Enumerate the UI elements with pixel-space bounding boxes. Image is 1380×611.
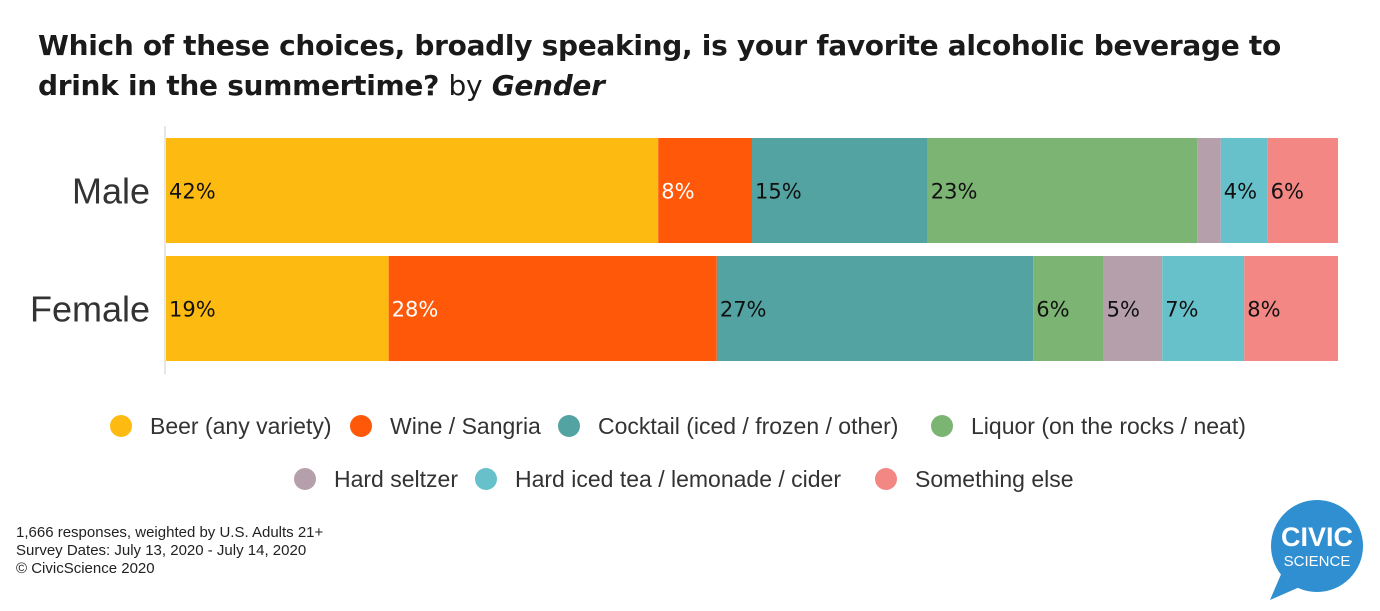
bar-male-series-5 <box>1220 138 1268 243</box>
data-label-female-series-6: 8% <box>1247 298 1280 322</box>
footer-copyright: © CivicScience 2020 <box>16 560 155 577</box>
legend-label-3: Liquor (on the rocks / neat) <box>971 413 1246 439</box>
legend-swatch-0 <box>110 415 132 437</box>
logo-text-science: SCIENCE <box>1284 553 1351 570</box>
footer-notes: 1,666 responses, weighted by U.S. Adults… <box>16 524 323 578</box>
footer-responses: 1,666 responses, weighted by U.S. Adults… <box>16 524 324 541</box>
data-label-female-series-4: 5% <box>1107 298 1140 322</box>
legend-swatch-5 <box>475 468 497 490</box>
bar-male-series-1 <box>658 138 752 243</box>
bar-female-series-1 <box>388 256 717 361</box>
logo-text-civic: CIVIC <box>1281 522 1353 552</box>
legend-swatch-4 <box>294 468 316 490</box>
bar-male-series-4 <box>1197 138 1221 243</box>
legend-swatch-6 <box>875 468 897 490</box>
legend-swatch-1 <box>350 415 372 437</box>
category-label-male: Male <box>72 171 150 212</box>
bar-male-series-6 <box>1267 138 1338 243</box>
data-label-male-series-6: 6% <box>1271 180 1304 204</box>
civicscience-logo: CIVIC SCIENCE <box>1270 500 1363 600</box>
legend-label-5: Hard iced tea / lemonade / cider <box>515 466 841 492</box>
category-label-female: Female <box>30 289 150 330</box>
bar-female-series-5 <box>1162 256 1245 361</box>
data-label-female-series-3: 6% <box>1036 298 1069 322</box>
bar-female-series-2 <box>716 256 1034 361</box>
footer-dates: Survey Dates: July 13, 2020 - July 14, 2… <box>16 542 307 559</box>
legend-label-2: Cocktail (iced / frozen / other) <box>598 413 898 439</box>
legend-swatch-3 <box>931 415 953 437</box>
bar-male-series-3 <box>927 138 1198 243</box>
data-label-male-series-5: 4% <box>1224 180 1257 204</box>
logo-tail <box>1270 572 1302 600</box>
data-label-female-series-5: 7% <box>1165 298 1198 322</box>
data-label-female-series-2: 27% <box>720 298 767 322</box>
chart-title: Which of these choices, broadly speaking… <box>38 26 1358 106</box>
data-label-male-series-0: 42% <box>169 180 216 204</box>
bar-male-series-0 <box>166 138 659 243</box>
legend-swatch-2 <box>558 415 580 437</box>
legend-label-0: Beer (any variety) <box>150 413 332 439</box>
data-label-female-series-0: 19% <box>169 298 216 322</box>
bar-male-series-2 <box>752 138 928 243</box>
title-main: Which of these choices, broadly speaking… <box>38 29 1281 102</box>
logo-circle <box>1271 500 1363 592</box>
title-group: Gender <box>491 69 605 102</box>
data-label-male-series-2: 15% <box>755 180 802 204</box>
bar-female-series-6 <box>1244 256 1338 361</box>
bar-female-series-3 <box>1033 256 1104 361</box>
data-label-male-series-1: 8% <box>661 180 694 204</box>
title-by: by <box>448 69 483 102</box>
legend-label-4: Hard seltzer <box>334 466 458 492</box>
data-label-male-series-3: 23% <box>931 180 978 204</box>
data-label-female-series-1: 28% <box>392 298 439 322</box>
bar-female-series-0 <box>166 256 389 361</box>
legend-label-1: Wine / Sangria <box>390 413 541 439</box>
legend-label-6: Something else <box>915 466 1074 492</box>
bar-female-series-4 <box>1103 256 1163 361</box>
